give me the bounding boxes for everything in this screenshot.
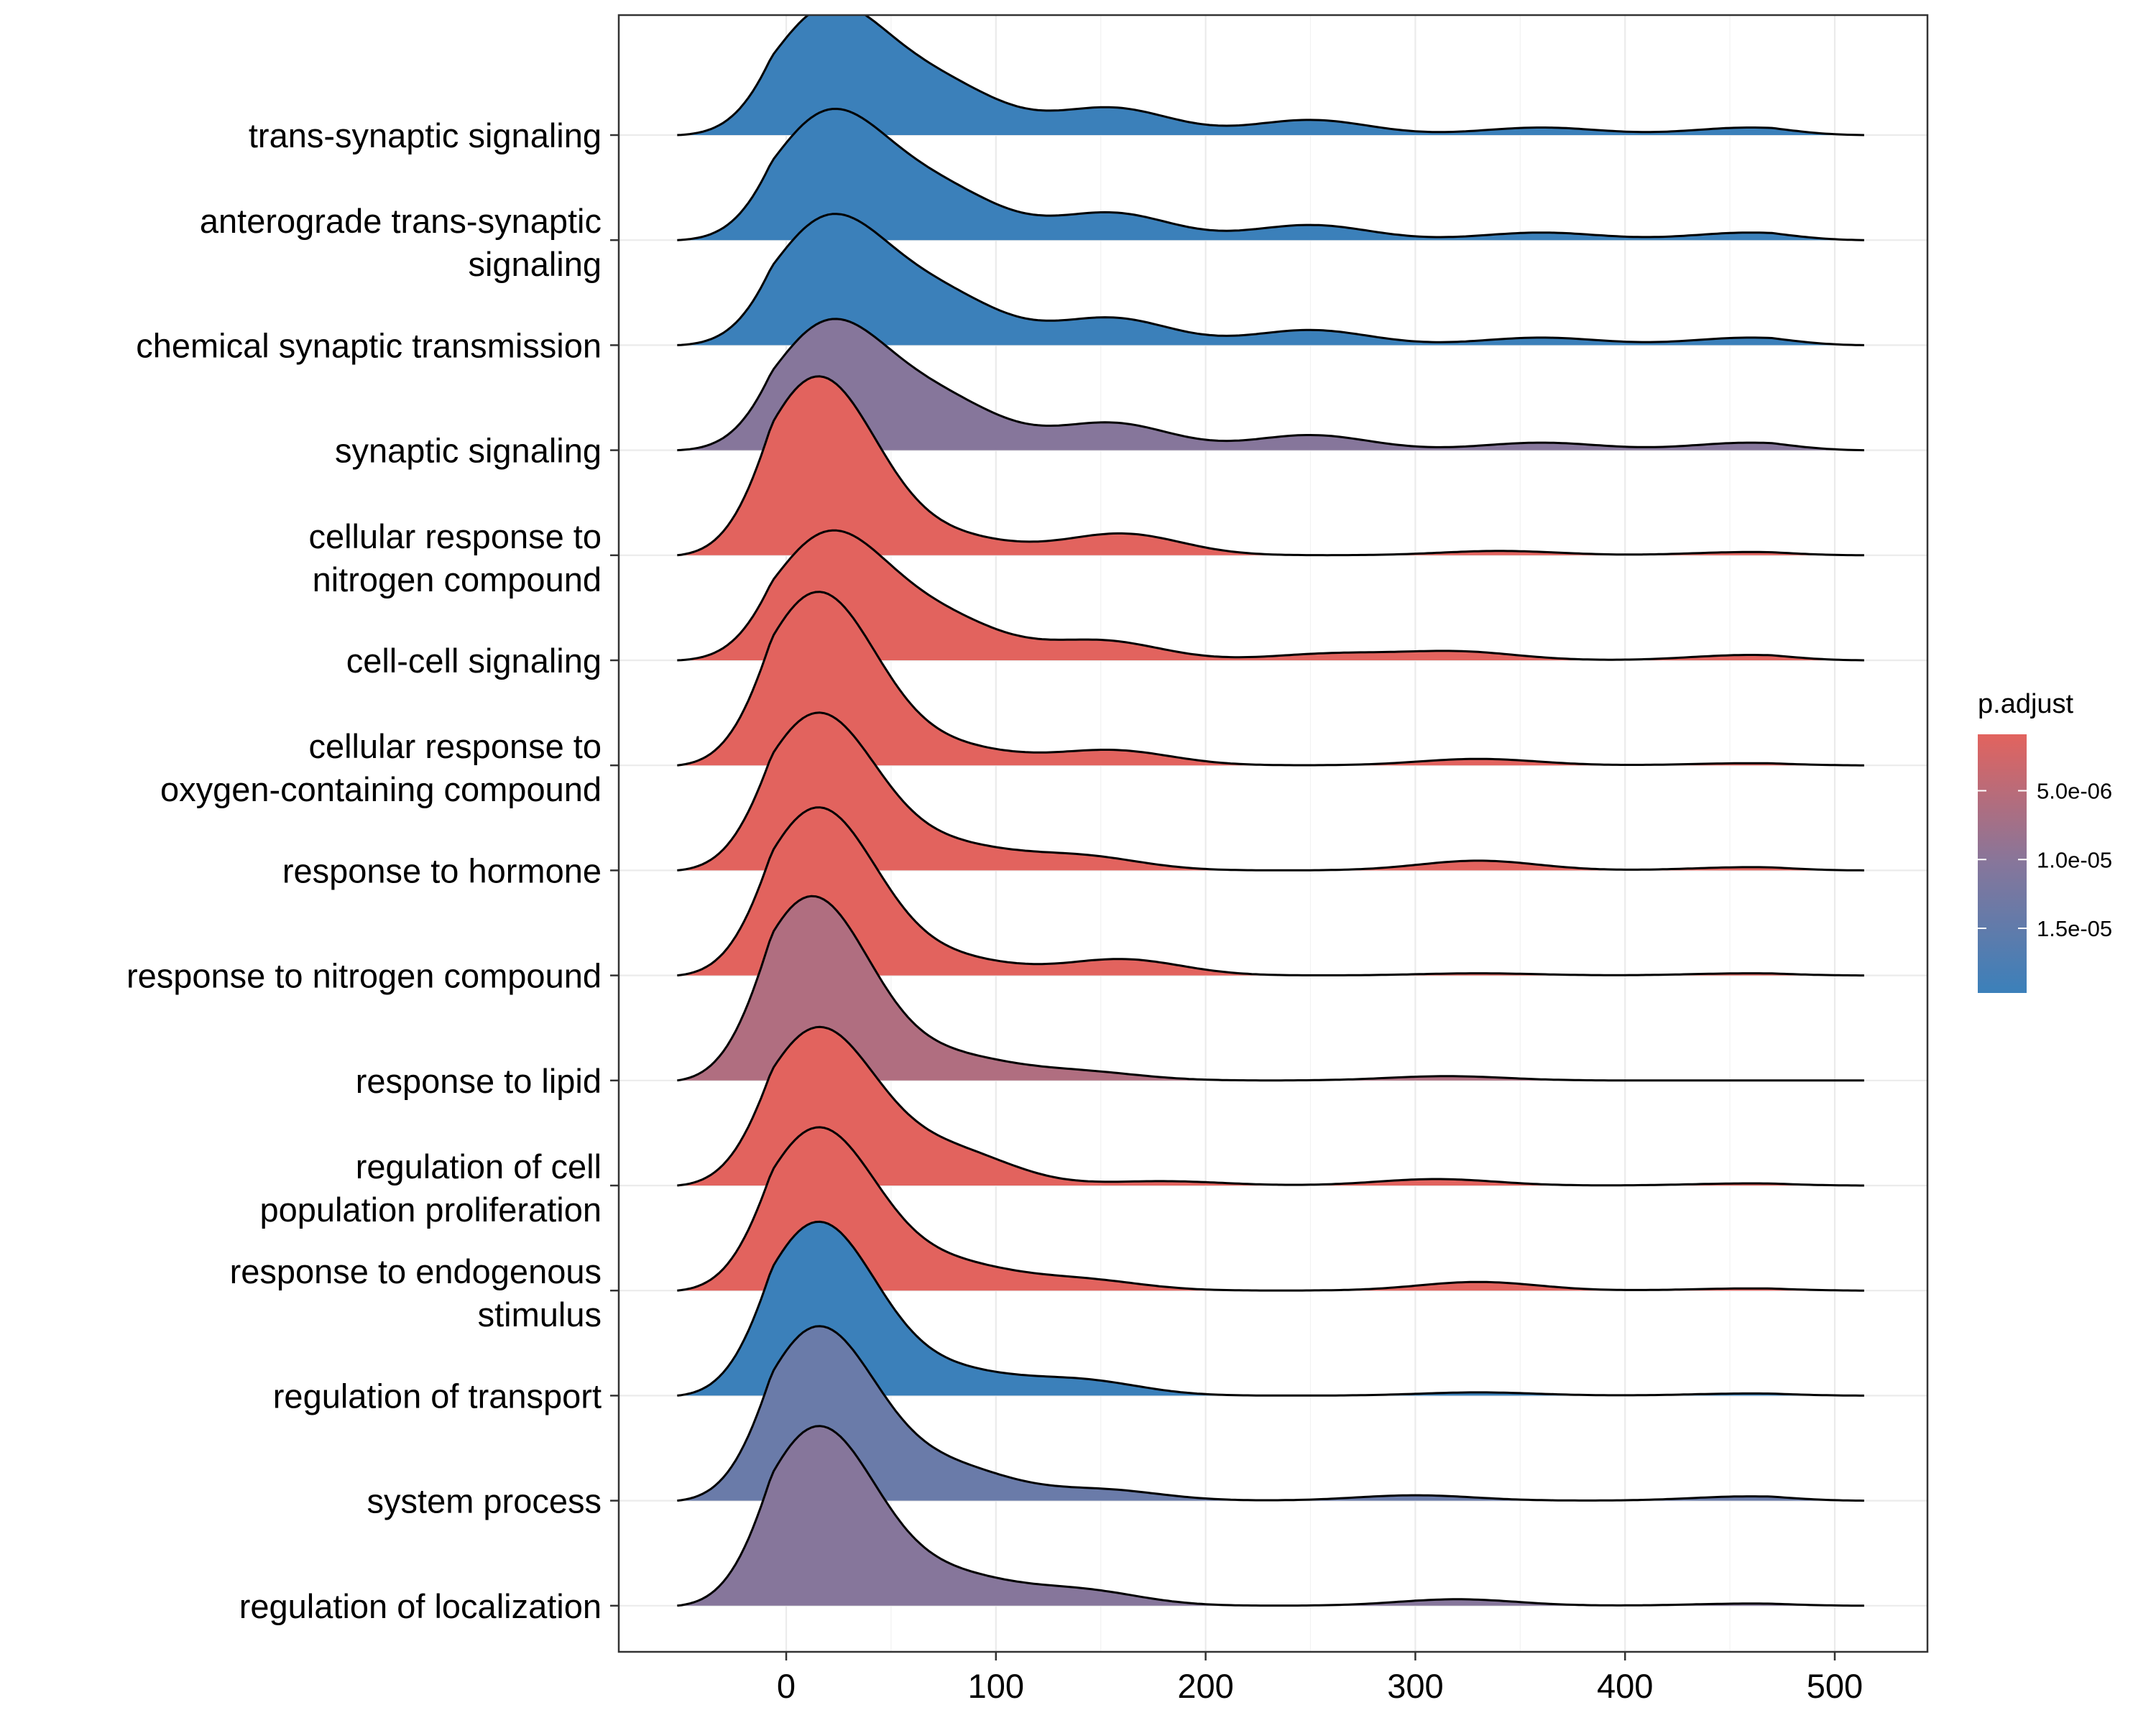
y-tick-label: cell-cell signaling — [346, 642, 602, 680]
ridge-line — [677, 529, 1864, 662]
ridge-line — [677, 1126, 1864, 1292]
ridge-line — [677, 375, 1864, 557]
y-tick-label: regulation of localization — [239, 1587, 602, 1625]
y-tick-label: response to endogenous — [230, 1252, 602, 1290]
legend-title: p.adjust — [1978, 689, 2074, 719]
y-tick-label: regulation of transport — [273, 1377, 602, 1415]
y-tick-label: population proliferation — [259, 1191, 602, 1229]
ridge-regulation-of-localization — [677, 1425, 1866, 1607]
ridges — [677, 15, 1866, 1607]
ridge-line — [677, 108, 1864, 241]
ridge-trans-synaptic-signaling — [677, 15, 1866, 137]
ridge-chemical-synaptic-transmission — [677, 213, 1866, 346]
ridge-line — [677, 1325, 1864, 1502]
x-tick-label: 200 — [1177, 1667, 1233, 1705]
ridge-line — [677, 1425, 1864, 1607]
ridge-line — [677, 591, 1864, 767]
x-axis: 0 100 200 300 400 500 — [777, 1652, 1863, 1705]
ridge-line — [677, 895, 1864, 1082]
ridge-line — [677, 711, 1864, 872]
y-tick-label: trans-synaptic signaling — [249, 116, 602, 154]
ridge-line — [677, 213, 1864, 346]
legend-tick-label: 1.5e-05 — [2037, 916, 2112, 941]
ridge-cell-cell-signaling — [677, 529, 1866, 662]
ridge-area — [677, 318, 1866, 451]
x-tick-label: 300 — [1387, 1667, 1443, 1705]
plot-panel-border — [617, 14, 1929, 1653]
legend-colorbar — [1978, 734, 2027, 993]
ridge-cellular-response-to-nitrogen-compound — [677, 375, 1866, 557]
ridge-line — [677, 806, 1864, 977]
y-tick-label: synaptic signaling — [335, 432, 602, 470]
legend-ticks: 5.0e-06 1.0e-05 1.5e-05 — [1978, 779, 2112, 941]
y-tick-label: response to nitrogen compound — [126, 957, 602, 995]
y-tick-label: anterograde trans-synaptic — [200, 202, 602, 240]
y-tick-label: cellular response to — [308, 727, 602, 765]
ridge-area — [677, 108, 1866, 241]
y-tick-label: response to hormone — [282, 851, 602, 890]
legend: p.adjust 5.0e-06 1.0e-05 1.5e-05 — [1978, 689, 2112, 993]
y-tick-label: response to lipid — [356, 1062, 602, 1100]
ridge-area — [677, 1426, 1866, 1606]
x-tick-label: 500 — [1807, 1667, 1863, 1705]
ridge-line — [677, 318, 1864, 452]
y-tick-label: chemical synaptic transmission — [136, 326, 602, 364]
ridge-area — [677, 213, 1866, 346]
ridge-anterograde-trans-synaptic-signaling — [677, 108, 1866, 241]
y-tick-label: nitrogen compound — [313, 560, 602, 599]
legend-tick-label: 5.0e-06 — [2037, 779, 2112, 804]
y-tick-label: cellular response to — [308, 517, 602, 555]
ridge-line — [677, 1025, 1864, 1187]
ridge-synaptic-signaling — [677, 318, 1866, 452]
legend-tick-label: 1.0e-05 — [2037, 847, 2112, 872]
y-tick-label: oxygen-containing compound — [160, 770, 602, 808]
ridge-line — [677, 15, 1864, 137]
ridge-area — [677, 15, 1866, 135]
x-tick-label: 400 — [1597, 1667, 1653, 1705]
y-tick-label: system process — [367, 1482, 602, 1520]
y-tick-label: stimulus — [478, 1295, 602, 1334]
ridge-area — [677, 530, 1866, 660]
x-tick-label: 0 — [777, 1667, 796, 1705]
ridge-line — [677, 1220, 1864, 1397]
y-axis: trans-synaptic signaling anterograde tran… — [126, 116, 619, 1625]
x-tick-label: 100 — [968, 1667, 1024, 1705]
ridge-area — [677, 376, 1866, 555]
y-tick-label: signaling — [468, 245, 602, 283]
y-tick-label: regulation of cell — [356, 1147, 602, 1186]
